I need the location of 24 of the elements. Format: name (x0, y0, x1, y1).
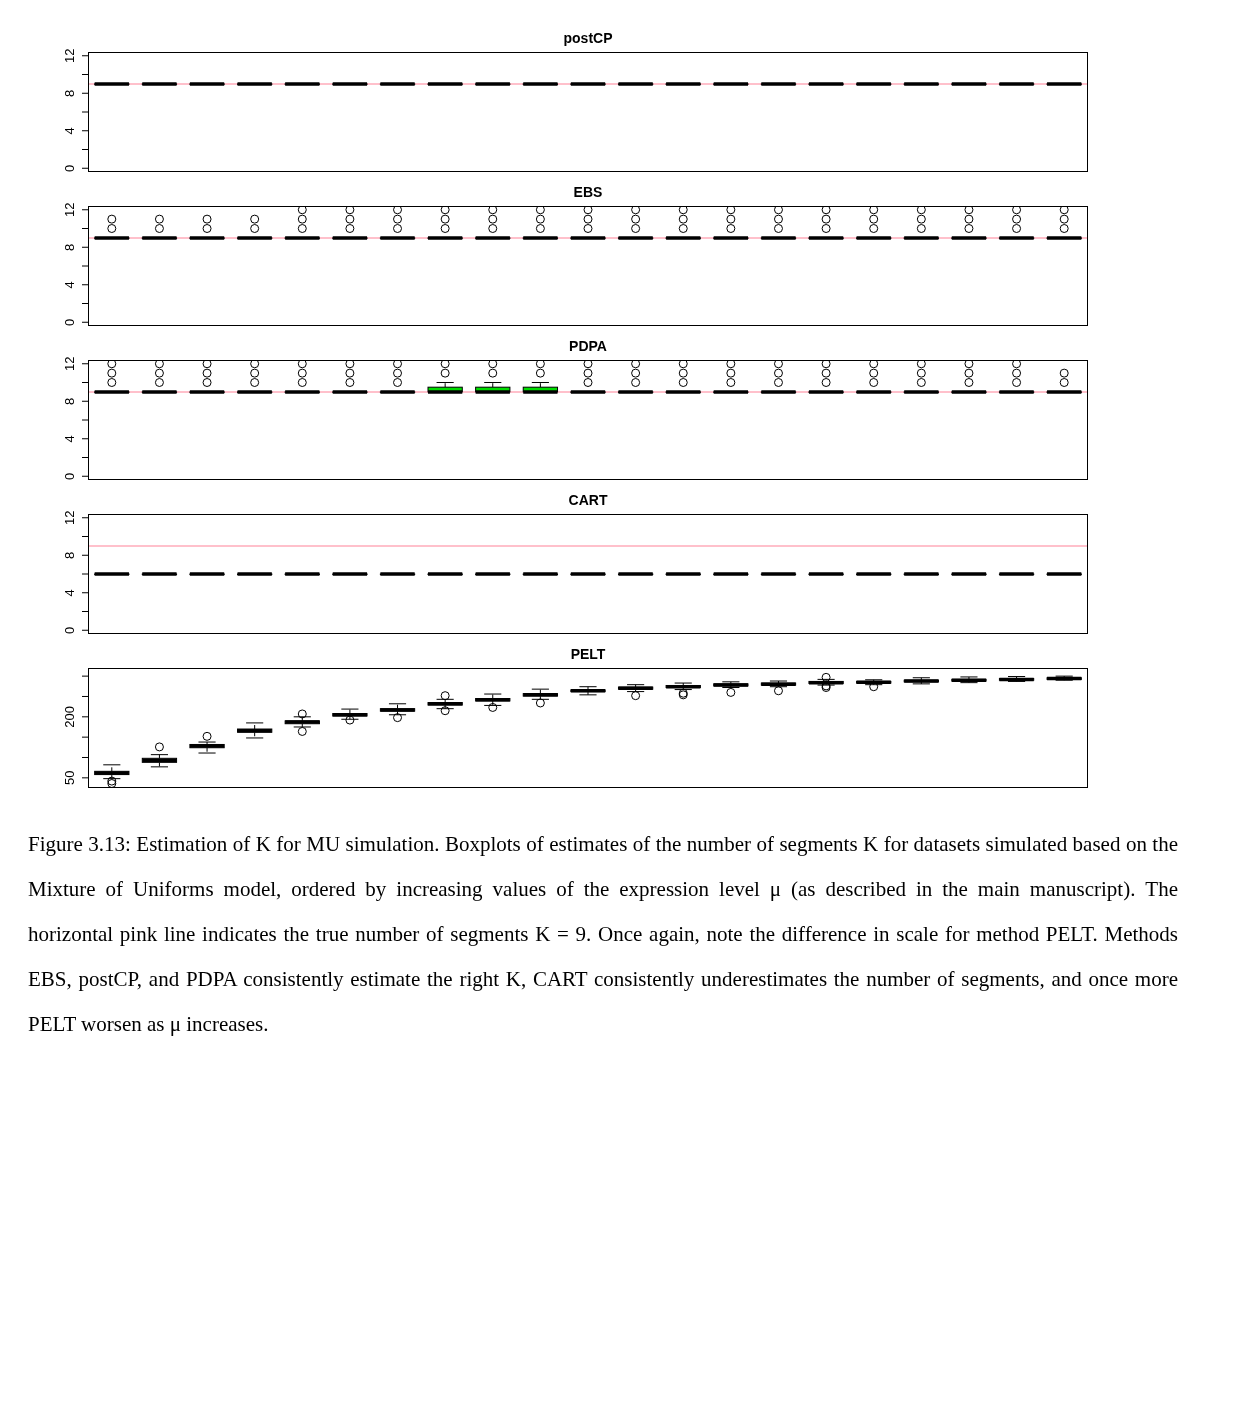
y-tick-label: 4 (62, 435, 77, 443)
caption: Figure 3.13: Estimation of K for MU simulation. Boxplots of estimates of the number of segments K for datasets simulated based on the Mixture of Uniforms model, ordered by increasing values of the expression level μ (as described in the main manuscript). The horizontal pink line indicates the true number of segments K = 9. Once again, note the difference in scale for method PELT. Methods EBS, postCP, and PDPA consistently estimate the right K, CART consistently underestimates the number of segments, and once more PELT worsen as μ increases. (28, 831, 1178, 1038)
y-tick-label: 8 (62, 551, 77, 559)
chart-title: CART (567, 491, 609, 510)
y-tick-label: 8 (62, 243, 77, 251)
y-tick-label: 12 (62, 356, 77, 371)
y-tick-label: 12 (62, 202, 77, 217)
y-tick-label: 12 (62, 510, 77, 525)
y-tick-label: 8 (62, 89, 77, 97)
y-tick-label: 0 (62, 626, 77, 634)
chart-title: postCP (562, 29, 614, 48)
y-tick-label: 4 (62, 281, 77, 289)
y-tick-label: 4 (62, 589, 77, 597)
y-tick-label: 4 (62, 127, 77, 135)
y-tick-label: 50 (62, 770, 77, 786)
chart-title: PELT (569, 645, 607, 664)
y-tick-label: 12 (62, 48, 77, 63)
y-tick-label: 0 (62, 318, 77, 326)
y-tick-label: 8 (62, 397, 77, 405)
y-tick-label: 200 (62, 705, 77, 728)
chart-title: PDPA (568, 337, 608, 356)
y-tick-label: 0 (62, 164, 77, 172)
chart-title: EBS (572, 183, 604, 202)
y-tick-label: 0 (62, 472, 77, 480)
